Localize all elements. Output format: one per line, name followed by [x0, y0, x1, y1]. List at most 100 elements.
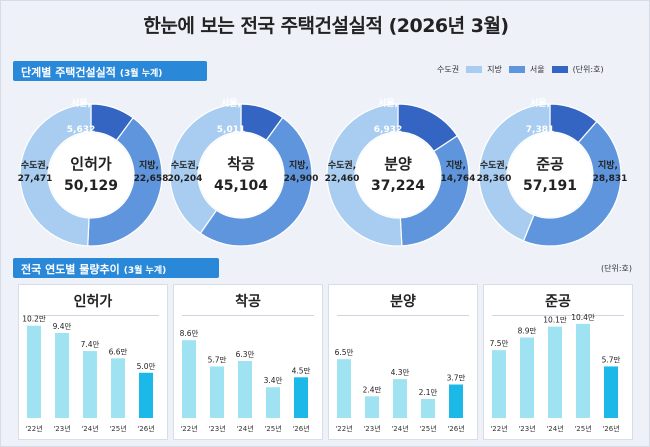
bar-category-label: '26년 — [447, 424, 464, 433]
legend-seoul-swatch — [551, 66, 568, 73]
donut-value-local: 24,900 — [284, 174, 319, 184]
donut-value-seoul: 5,011 — [217, 125, 245, 135]
donut-0: 인허가 50,129 서울, 5,632 지방, 22,658 수도권, 27,471 — [18, 97, 169, 247]
bar-value-label: 6.3만 — [236, 350, 255, 359]
bar-chart-start: 8.6만 '22년 5.7만 '23년 6.3만 '24년 3.4만 '25년 4.5만 '26년 — [180, 329, 311, 433]
trend-unit: (단위:호) — [601, 264, 633, 273]
bar-category-label: '23년 — [53, 424, 70, 433]
donut-hole — [49, 133, 133, 217]
bar-value-label: 5.7만 — [602, 355, 621, 364]
bar — [111, 358, 125, 418]
bar-category-label: '26년 — [292, 424, 309, 433]
bar-panel-complete: 준공 7.5만 '22년 8.9만 '23년 10.1만 '24년 10.4만 '25년 5.7… — [483, 284, 633, 440]
bar-category-label: '25년 — [574, 424, 591, 433]
bar — [604, 366, 618, 418]
donut-2: 분양 37,224 서울, 6,932 지방, 14,764 수도권, 22,460 — [325, 97, 475, 247]
donut-label-seoul: 서울, — [530, 97, 550, 109]
bar-value-label: 7.4만 — [81, 340, 100, 349]
section-header-sub: (3월 누계) — [119, 69, 163, 79]
panel-divider — [182, 315, 314, 316]
donut-center-title: 준공 — [536, 155, 564, 173]
bar-chart-permit: 10.2만 '22년 9.4만 '23년 7.4만 '24년 6.6만 '25년 5.0만 '26… — [22, 315, 156, 433]
panel-title: 준공 — [545, 294, 571, 310]
donut-center-total: 57,191 — [523, 178, 577, 194]
donut-value-metro: 27,471 — [18, 174, 53, 184]
bar-value-label: 7.5만 — [490, 339, 509, 348]
donut-value-local: 22,658 — [134, 174, 169, 184]
panel-divider — [337, 315, 469, 316]
bar-value-label: 10.1만 — [543, 316, 567, 325]
bar-value-label: 5.7만 — [208, 355, 227, 364]
section-header-stage: 단계별 주택건설실적 (3월 누계) — [13, 61, 207, 81]
donut-label-local: 지방, — [446, 159, 466, 171]
legend-local-swatch — [508, 66, 525, 73]
bar-value-label: 3.4만 — [264, 376, 283, 385]
panel-title: 인허가 — [73, 294, 113, 310]
donut-label-seoul: 서울, — [71, 97, 91, 109]
bar — [182, 340, 196, 418]
donut-slice-metro — [326, 103, 403, 247]
donut-label-metro: 수도권, — [328, 159, 356, 171]
bar-panel-start: 착공 8.6만 '22년 5.7만 '23년 6.3만 '24년 3.4만 '25년 4.5만 '… — [173, 284, 323, 440]
bar-category-label: '22년 — [335, 424, 352, 433]
bar-category-label: '24년 — [236, 424, 253, 433]
bar-panel-sale: 분양 6.5만 '22년 2.4만 '23년 4.3만 '24년 2.1만 '25년 3.7만 '… — [328, 284, 478, 440]
donut-3: 준공 57,191 서울, 7,381 지방, 28,831 수도권, 28,360 — [477, 97, 628, 247]
donut-slice-local — [399, 134, 470, 247]
bar-category-label: '23년 — [208, 424, 225, 433]
donut-label-seoul: 서울, — [221, 97, 241, 109]
bar-category-label: '22년 — [490, 424, 507, 433]
section-header-sub: (3월 누계) — [123, 266, 167, 276]
bar-category-label: '26년 — [602, 424, 619, 433]
bar-value-label: 10.2만 — [22, 315, 46, 324]
bar — [55, 332, 69, 418]
bar-value-label: 6.6만 — [109, 347, 128, 356]
donut-charts: 인허가50,129서울,5,632지방,22,658수도권,27,471착공45… — [18, 97, 628, 247]
legend-metro-swatch — [466, 66, 483, 73]
bar-category-label: '25년 — [109, 424, 126, 433]
bar-value-label: 3.7만 — [447, 374, 466, 383]
donut-center-title: 분양 — [384, 155, 412, 173]
bar — [365, 396, 379, 418]
bar-value-label: 5.0만 — [137, 362, 156, 371]
bar-category-label: '24년 — [391, 424, 408, 433]
bar-value-label: 4.3만 — [391, 368, 410, 377]
bar-panel-permit: 인허가 10.2만 '22년 9.4만 '23년 7.4만 '24년 6.6만 '25년 5.0… — [18, 284, 168, 440]
bar — [421, 399, 435, 418]
donut-label-metro: 수도권, — [171, 159, 199, 171]
bar-category-label: '24년 — [81, 424, 98, 433]
panel-divider — [492, 315, 624, 316]
donut-label-metro: 수도권, — [21, 159, 49, 171]
donut-slice-local — [199, 116, 313, 247]
bar-value-label: 9.4만 — [53, 322, 72, 331]
donut-center-total: 37,224 — [371, 178, 425, 194]
donut-value-seoul: 5,632 — [67, 125, 95, 135]
legend-seoul-label: 서울 — [529, 65, 545, 74]
bar — [492, 350, 506, 418]
donut-center-total: 50,129 — [64, 178, 118, 194]
bar — [576, 323, 590, 418]
donut-label-metro: 수도권, — [480, 159, 508, 171]
bar-category-label: '23년 — [363, 424, 380, 433]
donut-value-local: 28,831 — [593, 174, 628, 184]
donut-slice-local — [522, 120, 622, 247]
panel-title: 착공 — [235, 294, 261, 310]
bar-category-label: '26년 — [137, 424, 154, 433]
bar — [337, 359, 351, 418]
bar-category-label: '25년 — [419, 424, 436, 433]
bar-value-label: 2.4만 — [363, 385, 382, 394]
section-header-trend: 전국 연도별 물량추이 (3월 누계) — [13, 258, 219, 278]
bar-value-label: 6.5만 — [335, 348, 354, 357]
legend-unit: (단위:호) — [572, 65, 604, 74]
bar-value-label: 8.9만 — [518, 326, 537, 335]
donut-value-metro: 22,460 — [325, 174, 360, 184]
legend: 수도권 지방 서울 (단위:호) — [437, 64, 604, 75]
bar-category-label: '24년 — [546, 424, 563, 433]
bar-value-label: 10.4만 — [571, 313, 595, 322]
legend-metro-label: 수도권 — [437, 65, 460, 74]
bar — [548, 326, 562, 418]
bar — [520, 337, 534, 418]
bar — [83, 351, 97, 418]
bar-category-label: '23년 — [518, 424, 535, 433]
